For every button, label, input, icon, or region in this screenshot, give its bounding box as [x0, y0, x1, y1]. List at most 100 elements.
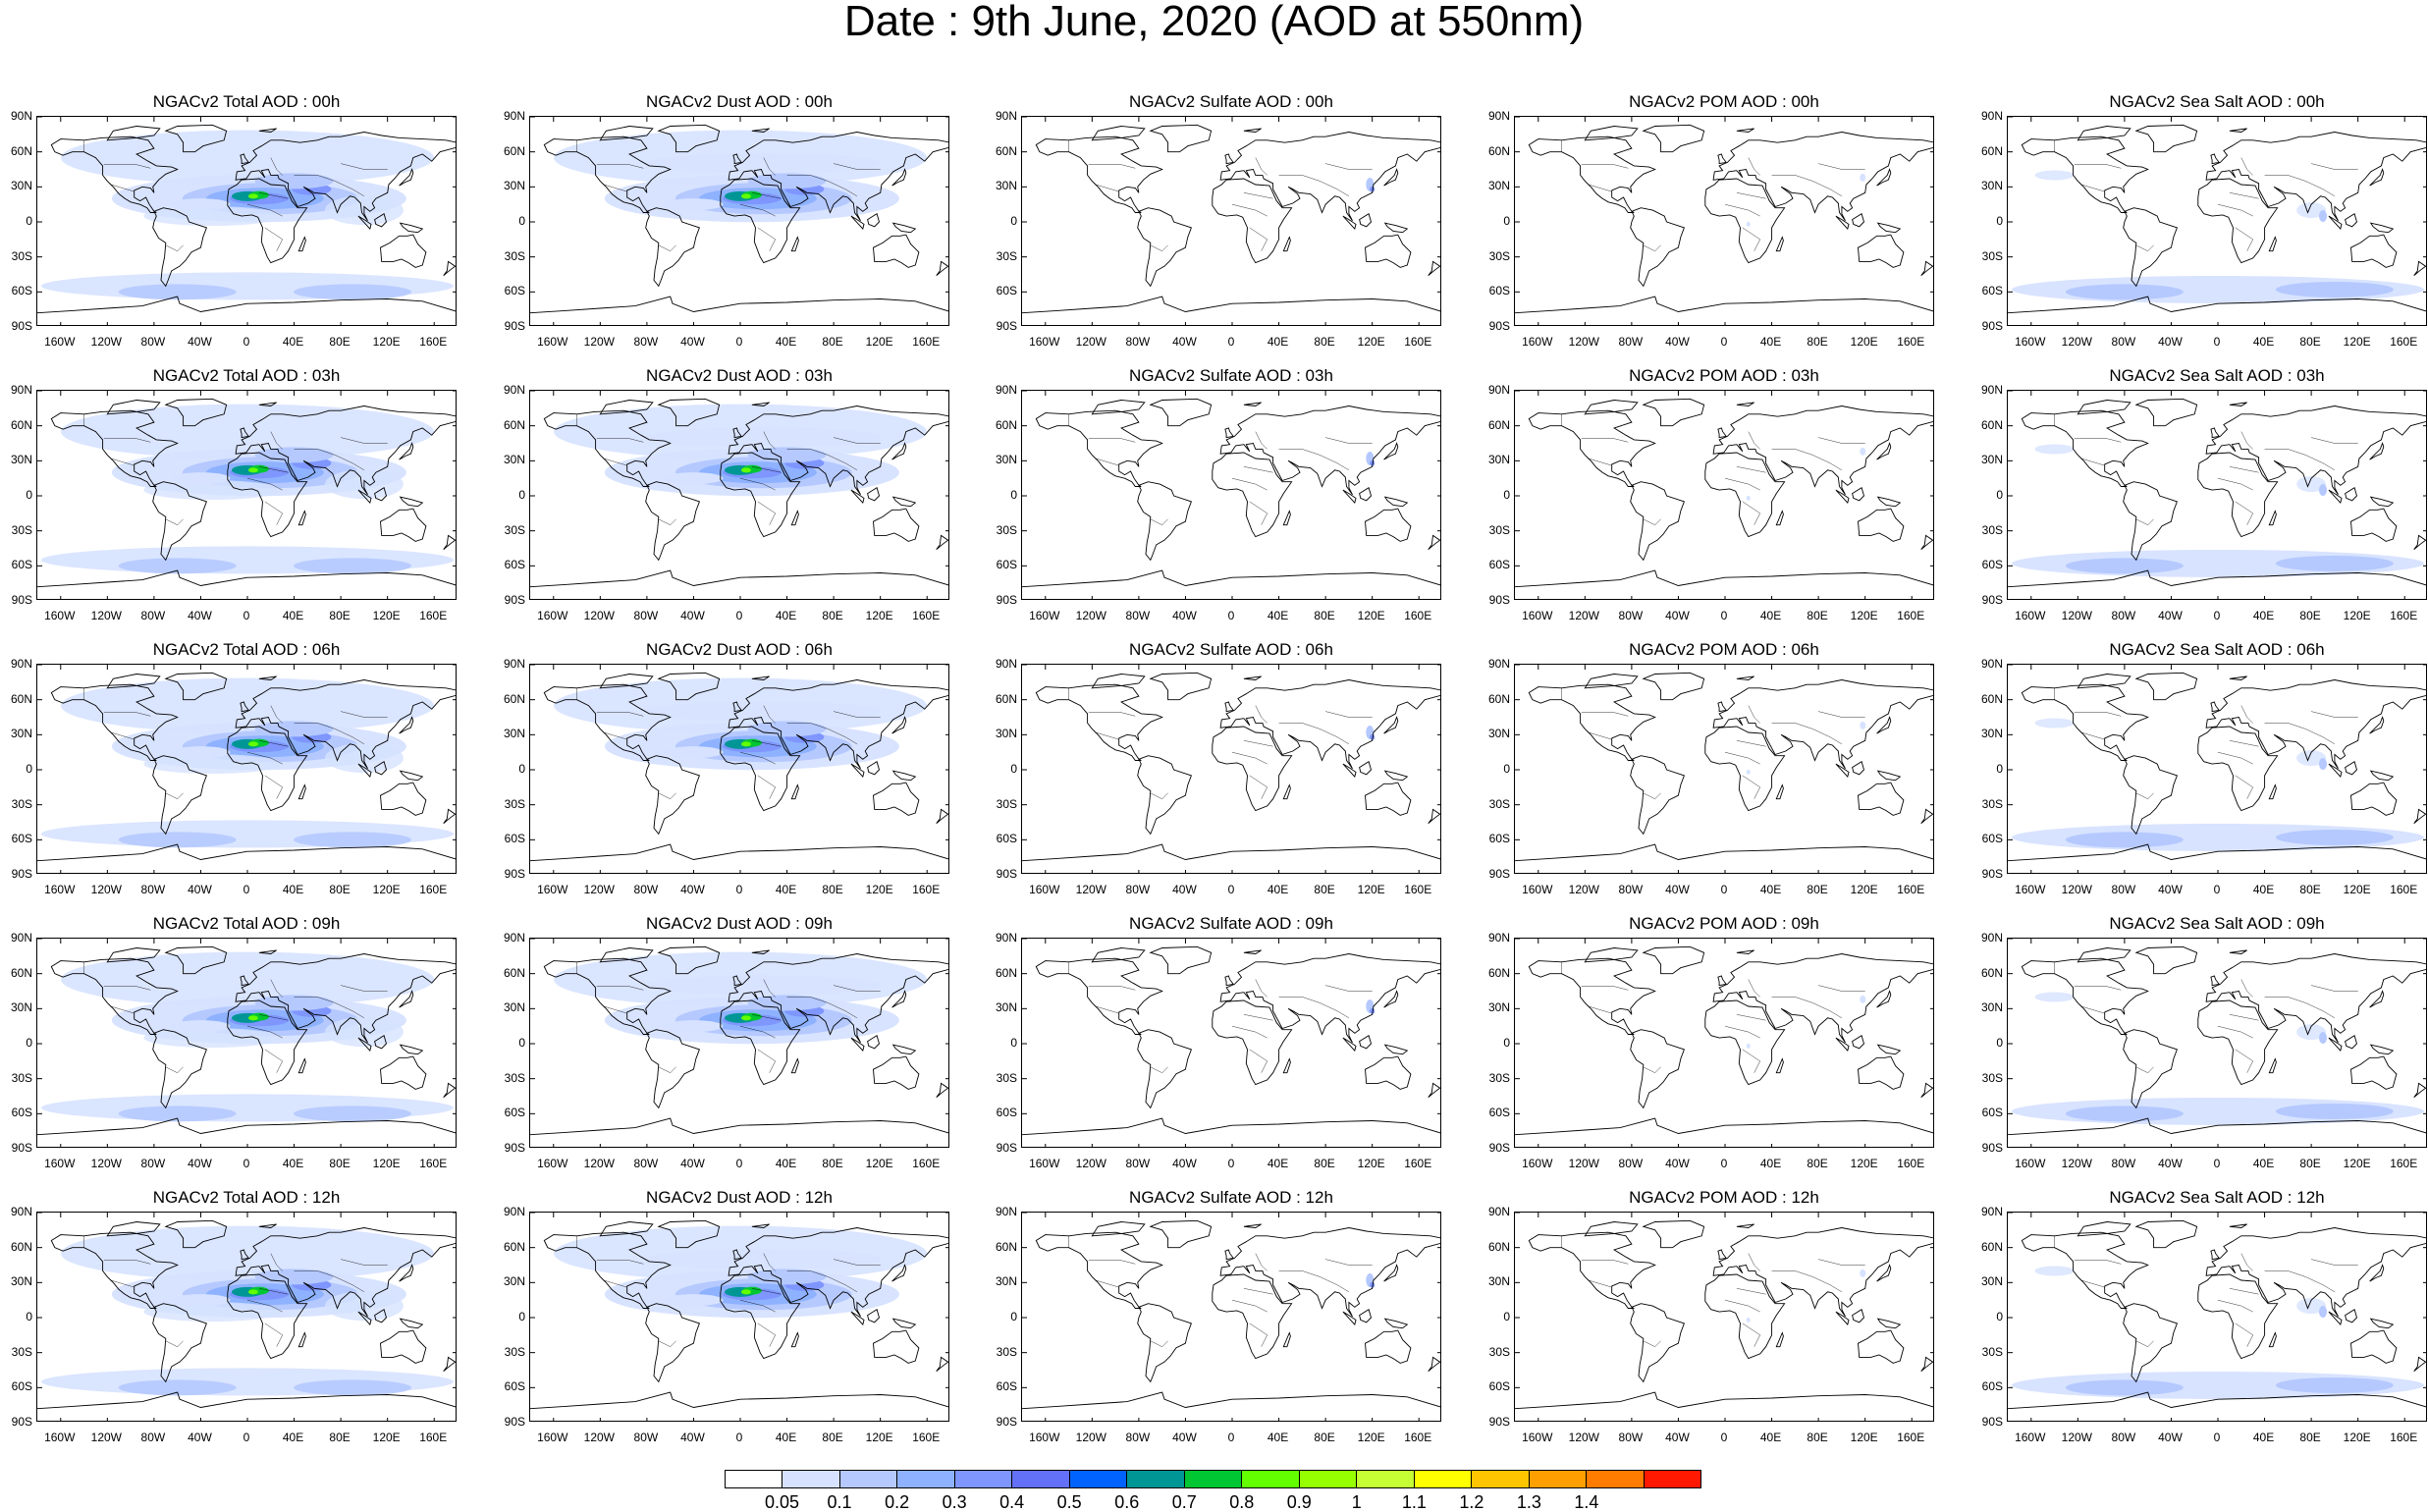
coastline: [867, 761, 881, 776]
lon-label: 80E: [822, 609, 843, 622]
coastline: [1212, 1273, 1293, 1360]
country-border: [258, 740, 289, 747]
coastline-antarctica: [2008, 843, 2426, 862]
country-border: [110, 731, 135, 740]
colorbar-label: 1.3: [1516, 1492, 1541, 1512]
lat-label: 90N: [1980, 1205, 2003, 1218]
lat-label: 60N: [1980, 143, 2003, 158]
lat-label: 30S: [996, 522, 1017, 537]
coastline: [1642, 945, 1705, 975]
world-map: [1021, 664, 1441, 874]
colorbar-box: [1299, 1471, 1358, 1487]
coastline: [873, 234, 920, 268]
lat-label: 60S: [1488, 558, 1510, 572]
lat-label: 90S: [504, 1141, 525, 1155]
country-border: [757, 775, 776, 799]
lon-label: 160W: [1029, 883, 1060, 896]
aod-shading: [61, 677, 434, 733]
coastline: [1876, 1044, 1902, 1055]
country-border: [1231, 1026, 1268, 1039]
country-border: [264, 1049, 283, 1073]
aod-shading: [118, 558, 237, 574]
country-border: [2311, 163, 2358, 170]
coastline: [2210, 1249, 2221, 1261]
country-border: [757, 501, 776, 525]
lat-label: 30S: [504, 522, 525, 537]
coastline: [1876, 716, 1892, 734]
coastline: [240, 153, 250, 165]
colorbar-label: 0.1: [827, 1492, 852, 1512]
country-border: [2311, 711, 2358, 718]
lat-label: 0: [26, 1310, 32, 1323]
coastline: [1137, 1303, 1192, 1383]
lat-label: 30S: [996, 248, 1017, 263]
country-border: [103, 1260, 151, 1265]
lon-label: 0: [1720, 335, 1728, 349]
coastline: [1712, 1227, 1933, 1318]
lat-label: 30N: [503, 1274, 525, 1289]
country-border: [2264, 723, 2306, 729]
aod-shading: [747, 447, 827, 463]
coastline: [1383, 496, 1409, 508]
colorbar-box: [1184, 1471, 1243, 1487]
country-border: [1249, 1049, 1268, 1073]
country-border: [658, 1066, 676, 1073]
lon-label: 160W: [44, 335, 76, 349]
lat-label: 0: [1010, 214, 1017, 228]
country-border: [1231, 752, 1268, 765]
lon-label: 120E: [372, 1157, 401, 1170]
country-border: [2229, 466, 2259, 473]
lon-label: 0: [1227, 1157, 1235, 1170]
coastline: [380, 234, 427, 268]
coastline: [891, 990, 907, 1008]
coastline: [891, 442, 907, 460]
lon-label: 120W: [1568, 1157, 1599, 1170]
aod-shading: [1746, 221, 1751, 227]
lon-label: 40W: [1665, 609, 1690, 622]
country-border: [1320, 455, 1350, 470]
coastline: [720, 999, 801, 1086]
coastline: [1243, 128, 1262, 133]
coastline: [891, 168, 907, 187]
coastline: [106, 126, 161, 141]
aod-shading: [2296, 202, 2327, 219]
country-border: [165, 1340, 184, 1347]
coastline: [2205, 405, 2426, 496]
lat-label: 60N: [10, 1239, 32, 1254]
coastline: [227, 1273, 308, 1360]
country-border: [1255, 705, 1268, 724]
coastline: [164, 1219, 228, 1249]
country-border: [1325, 437, 1373, 444]
colorbar-box: [1127, 1471, 1185, 1487]
panel-title: NGACv2 Sea Salt AOD : 00h: [2109, 92, 2325, 111]
coastline: [1920, 534, 1933, 551]
lat-label: 30S: [11, 796, 32, 811]
coastline-antarctica: [530, 569, 948, 588]
aod-shading: [247, 1015, 258, 1021]
coastline: [164, 124, 228, 153]
panel-title: NGACv2 Sulfate AOD : 00h: [1129, 92, 1333, 111]
coastline: [599, 126, 654, 141]
coastline-antarctica: [2008, 1391, 2426, 1410]
country-border: [341, 437, 388, 444]
lon-label: 160E: [1897, 1431, 1925, 1444]
country-border: [2264, 1270, 2306, 1277]
coastline: [2350, 1055, 2398, 1090]
aod-shading: [2275, 281, 2394, 297]
coastline: [1876, 496, 1902, 508]
lon-label: 40E: [1759, 609, 1782, 622]
coastline: [1383, 770, 1409, 782]
coastline: [2413, 808, 2426, 825]
coastline: [2123, 755, 2178, 836]
coastline: [2369, 496, 2395, 508]
coastline: [543, 957, 672, 1035]
coastline: [1642, 398, 1705, 427]
lon-label: 120W: [583, 1157, 615, 1170]
lat-label: 90S: [504, 867, 525, 881]
country-border: [258, 1014, 289, 1021]
lon-label: 80W: [2111, 335, 2136, 349]
country-border: [258, 1288, 289, 1295]
aod-shading: [294, 284, 411, 300]
coastline: [2021, 1231, 2149, 1309]
lat-label: 60N: [10, 691, 32, 706]
